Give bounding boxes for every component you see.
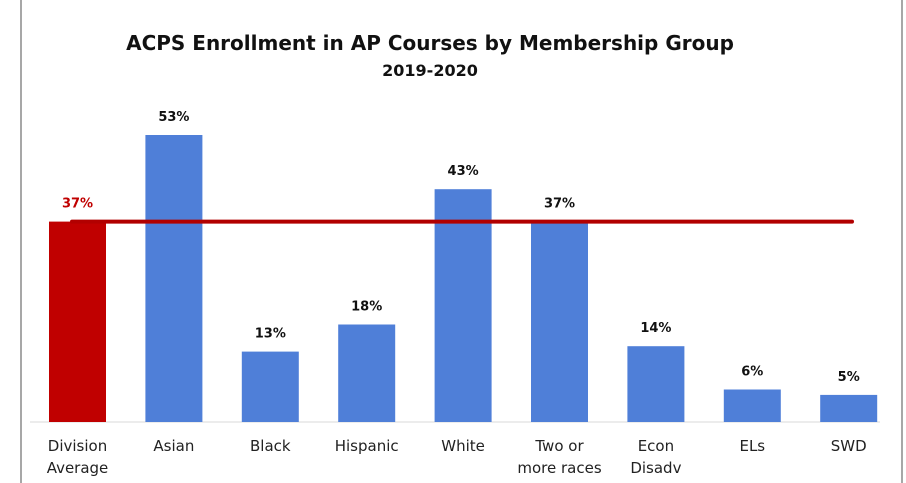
value-label: 6%	[741, 365, 763, 380]
category-label: Hispanic	[335, 437, 399, 455]
category-label: Asian	[153, 437, 194, 455]
category-layer: Division Average Asian Black Hispanic White Tw…	[47, 437, 867, 477]
category-label-line: Average	[47, 459, 109, 477]
category-label: Econ Disadv	[630, 437, 681, 477]
bar-asian	[145, 135, 203, 422]
bar-econ-disadv	[627, 346, 685, 422]
bars-layer	[49, 135, 878, 422]
value-label: 37%	[62, 197, 93, 212]
value-label: 53%	[158, 110, 189, 125]
category-label: SWD	[831, 437, 867, 455]
value-label: 37%	[544, 197, 575, 212]
bar-white	[434, 189, 492, 422]
category-label-line: SWD	[831, 437, 867, 455]
labels-layer: 37% 53% 13% 18% 43% 37% 14% 6% 5%	[62, 110, 860, 385]
category-label-line: Asian	[153, 437, 194, 455]
value-label: 18%	[351, 300, 382, 315]
bar-hispanic	[338, 324, 396, 422]
category-label: Black	[250, 437, 291, 455]
category-label: White	[441, 437, 485, 455]
chart-subtitle: 2019-2020	[382, 61, 478, 80]
bar-els	[723, 389, 781, 422]
category-label-line: Disadv	[630, 459, 681, 477]
value-label: 5%	[838, 370, 860, 385]
value-label: 14%	[640, 321, 671, 336]
category-label-line: Two or	[534, 437, 584, 455]
category-label-line: Hispanic	[335, 437, 399, 455]
category-label-line: Division	[48, 437, 107, 455]
value-label: 13%	[255, 327, 286, 342]
category-label-line: ELs	[739, 437, 765, 455]
category-label-line: Econ	[638, 437, 674, 455]
value-label: 43%	[448, 164, 479, 179]
category-label-line: White	[441, 437, 485, 455]
chart-title: ACPS Enrollment in AP Courses by Members…	[126, 31, 734, 55]
bar-swd	[820, 394, 878, 422]
category-label-line: Black	[250, 437, 291, 455]
bar-black	[241, 351, 299, 422]
category-label: Division Average	[47, 437, 109, 477]
category-label-line: more races	[517, 459, 601, 477]
bar-division-average	[49, 221, 106, 422]
category-label: Two or more races	[517, 437, 601, 477]
category-label: ELs	[739, 437, 765, 455]
bar-two-or-more-races	[531, 221, 588, 422]
